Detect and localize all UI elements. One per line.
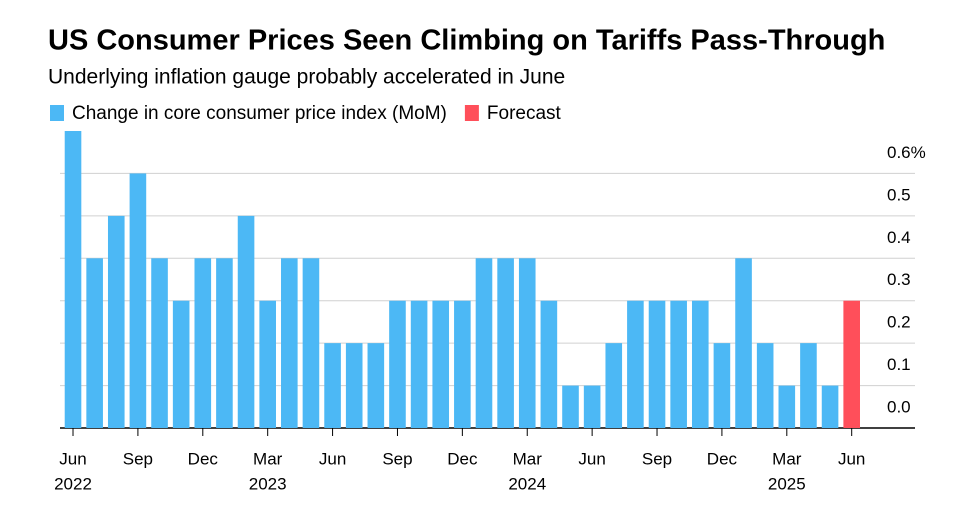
x-tick-label: Mar (253, 449, 283, 468)
legend-label: Forecast (487, 103, 562, 124)
y-tick-label: 0.3 (887, 270, 911, 289)
chart-subtitle: Underlying inflation gauge probably acce… (48, 66, 565, 89)
x-tick-label: Jun (578, 449, 605, 468)
bar (713, 343, 731, 428)
bar (302, 258, 320, 428)
bar (410, 300, 428, 428)
bar (691, 300, 709, 428)
bar (648, 300, 666, 428)
bar (345, 343, 363, 428)
bar (735, 258, 752, 428)
x-tick-label: Mar (513, 449, 543, 468)
bar (562, 385, 579, 428)
bar (281, 258, 298, 428)
legend-swatch (464, 105, 479, 121)
bar (324, 343, 341, 428)
bar (497, 258, 514, 428)
chart-title: US Consumer Prices Seen Climbing on Tari… (48, 25, 885, 57)
bar (454, 300, 471, 428)
x-tick-label: Sep (123, 449, 153, 468)
bar (475, 258, 493, 428)
y-tick-label: 0.0 (887, 397, 911, 416)
bar (86, 258, 103, 428)
x-year-label: 2024 (508, 474, 546, 493)
bar (259, 300, 276, 428)
y-tick-label: 0.6% (887, 143, 926, 162)
bar (756, 343, 774, 428)
y-tick-label: 0.4 (887, 228, 911, 247)
y-tick-label: 0.2 (887, 313, 911, 332)
bar (627, 300, 644, 428)
bar (389, 300, 406, 428)
x-tick-label: Sep (382, 449, 412, 468)
x-tick-label: Dec (188, 449, 219, 468)
x-tick-label: Jun (838, 449, 865, 468)
bar (518, 258, 536, 428)
legend-swatch (50, 105, 64, 121)
y-tick-label: 0.5 (887, 185, 911, 204)
bar (367, 343, 385, 428)
bar (237, 215, 255, 428)
bar (129, 173, 147, 428)
y-tick-label: 0.1 (887, 355, 911, 374)
bar (432, 300, 450, 428)
x-year-label: 2025 (768, 474, 806, 493)
bar (151, 258, 168, 428)
bar (194, 258, 212, 428)
x-tick-label: Jun (319, 449, 346, 468)
x-tick-label: Dec (447, 449, 478, 468)
bar (64, 131, 82, 428)
x-tick-label: Mar (772, 449, 802, 468)
x-year-label: 2023 (249, 474, 287, 493)
x-year-label: 2022 (54, 474, 92, 493)
bar (583, 385, 601, 428)
bar (821, 385, 839, 428)
bar (605, 343, 623, 428)
bar (216, 258, 233, 428)
bar (800, 343, 817, 428)
x-tick-label: Dec (707, 449, 738, 468)
bar (670, 300, 687, 428)
bar (540, 300, 558, 428)
legend-label: Change in core consumer price index (MoM… (72, 103, 447, 124)
bar (843, 300, 860, 428)
x-tick-label: Sep (642, 449, 672, 468)
x-tick-label: Jun (59, 449, 86, 468)
bar (107, 215, 125, 428)
bar (172, 300, 190, 428)
bar (778, 385, 796, 428)
